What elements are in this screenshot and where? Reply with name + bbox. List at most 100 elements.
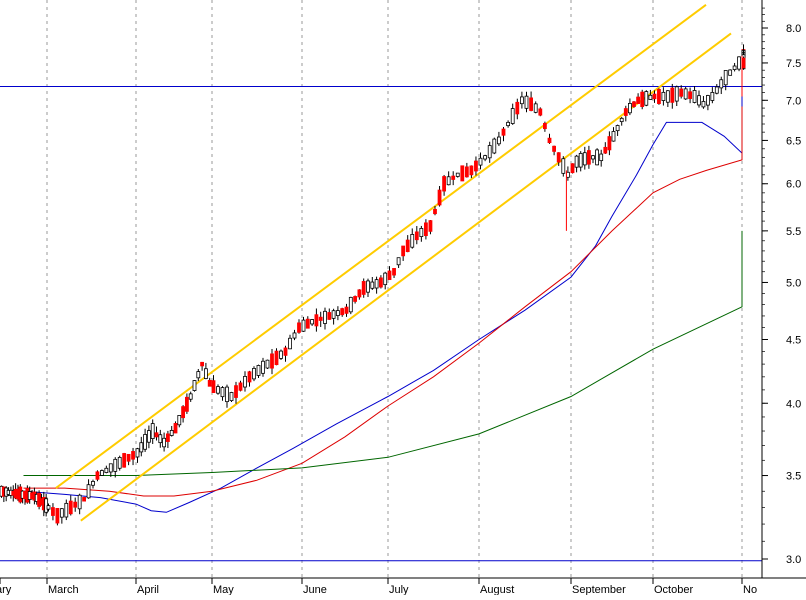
candle [64,499,69,521]
candle [607,131,612,156]
candle [305,316,310,329]
candle [55,507,60,526]
candle [184,393,189,414]
candle [615,124,620,136]
candle [710,87,715,104]
candle [243,371,247,392]
candle [211,375,216,393]
candle [335,306,340,321]
candle [113,457,118,478]
y-tick-label: 5.5 [786,226,801,238]
candle [340,307,345,317]
candle [591,155,595,164]
x-tick-label-april: April [137,584,159,595]
candle [196,368,201,382]
candle [529,91,533,112]
candle [247,370,252,387]
candles [0,44,746,526]
candle [419,225,424,242]
candle [515,98,520,120]
candle [657,88,661,105]
candle [135,447,140,463]
candle [68,495,73,516]
candle [556,152,561,166]
candle [238,380,243,392]
candle [697,90,701,108]
candle [506,120,511,128]
candle [314,308,319,332]
candle [234,381,238,404]
candle [501,127,506,142]
candle [192,379,197,392]
candle [414,226,419,245]
y-tick-label: 5.0 [786,277,801,289]
candle [405,235,410,253]
candle [538,107,543,117]
candle [510,103,515,125]
candle [688,87,692,104]
x-tick-label-may: May [213,584,234,595]
candle [59,508,64,524]
candle [714,84,719,95]
candle [374,276,379,294]
candle [344,303,349,317]
horizontal-lines [0,86,762,562]
candle [288,334,292,350]
candle [428,220,433,235]
ma-line-mid [23,106,743,497]
candle [670,83,675,109]
candle [297,319,301,334]
y-tick-label: 8.0 [786,23,801,35]
candle [524,91,529,113]
candle [301,316,306,332]
candle [737,56,741,72]
candle [433,205,437,216]
candle [442,174,447,196]
y-axis-ticks: 3.0 3.5 4.0 4.5 5.0 5.5 6.0 6.5 7.0 7.5 8.0 [762,7,801,566]
candle [51,503,55,521]
channel-upper [55,4,707,489]
channel-lower [80,32,732,522]
candle [392,268,396,278]
candle [162,432,167,452]
candle [357,289,362,300]
candle [283,345,288,362]
candle [401,245,406,261]
y-tick-label: 6.5 [786,135,801,147]
candle [143,428,148,452]
candle [692,85,697,104]
candle [706,94,710,111]
candle [492,137,497,155]
candle [533,101,538,114]
candle [547,133,552,144]
candle [139,436,144,457]
y-tick-label: 6.0 [786,179,801,191]
candle [396,257,401,268]
candle [552,145,556,156]
candle [628,98,632,116]
candle [104,465,109,474]
candle [474,156,478,176]
candle [701,96,706,109]
candle [423,219,428,240]
y-tick-label: 3.0 [786,554,801,566]
ma-line-short [23,70,743,513]
candle [487,141,492,163]
candle [619,117,624,126]
x-tick-label-august: August [480,584,514,595]
candle [91,479,95,489]
candle [220,386,225,401]
candle [327,308,332,320]
candle [158,429,163,448]
candle [595,148,599,166]
candle [126,453,131,466]
candle [437,186,442,207]
candle [603,142,608,154]
candle [728,69,733,76]
candle [623,105,628,122]
candle [582,146,587,170]
candle [200,361,205,371]
candle [611,127,616,142]
x-tick-label-july: July [389,584,409,595]
